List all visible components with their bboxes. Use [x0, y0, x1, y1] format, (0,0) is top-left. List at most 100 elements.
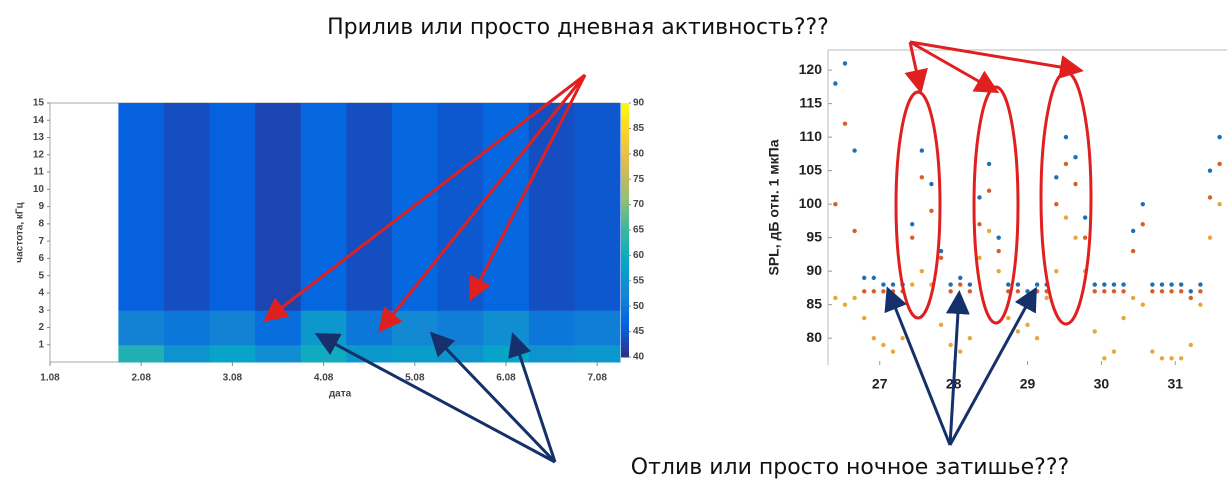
point: [1016, 282, 1020, 286]
point: [1045, 296, 1049, 300]
point: [833, 296, 837, 300]
heat-cell: [574, 103, 620, 311]
point: [891, 349, 895, 353]
point: [1141, 202, 1145, 206]
point: [977, 256, 981, 260]
colorbar-label: 60: [633, 250, 645, 261]
point: [996, 235, 1000, 239]
point: [910, 235, 914, 239]
colorbar-step: [621, 271, 629, 277]
colorbar-step: [621, 200, 629, 206]
point: [852, 296, 856, 300]
point: [1160, 356, 1164, 360]
point: [1208, 235, 1212, 239]
heat-cell: [210, 103, 256, 311]
heat-cell: [438, 310, 484, 345]
colorbar-step: [621, 123, 629, 129]
point: [958, 282, 962, 286]
point: [1169, 282, 1173, 286]
arrow: [950, 292, 1034, 445]
point: [1160, 289, 1164, 293]
point: [1006, 316, 1010, 320]
point: [948, 343, 952, 347]
colorbar-step: [621, 133, 629, 139]
x-axis-label: дата: [329, 389, 352, 400]
point: [1141, 302, 1145, 306]
colorbar-label: 70: [633, 199, 645, 210]
heat-cell: [574, 310, 620, 345]
colorbar-step: [621, 281, 629, 287]
colorbar-step: [621, 240, 629, 246]
point: [1131, 249, 1135, 253]
point: [910, 222, 914, 226]
point: [1035, 282, 1039, 286]
y-tick-label: 110: [799, 128, 822, 144]
heat-cell: [255, 310, 301, 345]
colorbar-step: [621, 215, 629, 221]
colorbar-step: [621, 260, 629, 266]
point: [1217, 135, 1221, 139]
point: [862, 316, 866, 320]
point: [977, 222, 981, 226]
colorbar-step: [621, 250, 629, 256]
ellipse: [896, 92, 940, 318]
y-tick-label: 7: [38, 236, 44, 247]
point: [948, 289, 952, 293]
y-tick-label: 95: [806, 228, 822, 244]
colorbar-step: [621, 189, 629, 195]
colorbar-step: [621, 321, 629, 327]
heat-cell: [574, 345, 620, 363]
colorbar-step: [621, 225, 629, 231]
heat-cell: [392, 310, 438, 345]
colorbar-step: [621, 144, 629, 150]
point: [1093, 282, 1097, 286]
colorbar-step: [621, 255, 629, 261]
colorbar-label: 45: [633, 326, 645, 337]
arrow: [910, 42, 920, 88]
point: [881, 289, 885, 293]
point: [1198, 282, 1202, 286]
colorbar-step: [621, 103, 629, 109]
x-tick-label: 2.08: [131, 373, 151, 384]
heat-cell: [118, 103, 164, 311]
point: [958, 349, 962, 353]
x-tick-label: 4.08: [314, 373, 334, 384]
colorbar-step: [621, 347, 629, 353]
point: [929, 209, 933, 213]
point: [1198, 302, 1202, 306]
heat-cell: [301, 103, 347, 311]
point: [1064, 162, 1068, 166]
point: [920, 175, 924, 179]
point: [1169, 289, 1173, 293]
point: [862, 289, 866, 293]
colorbar-step: [621, 174, 629, 180]
colorbar-label: 80: [633, 148, 645, 159]
point: [1083, 235, 1087, 239]
colorbar-step: [621, 128, 629, 134]
point: [833, 81, 837, 85]
colorbar-label: 75: [633, 174, 645, 185]
point: [1112, 349, 1116, 353]
colorbar-step: [621, 139, 629, 145]
point: [929, 182, 933, 186]
slide: 1.082.083.084.085.086.087.08123456789101…: [0, 0, 1227, 489]
y-tick-label: 2: [38, 322, 44, 333]
colorbar-step: [621, 276, 629, 282]
colorbar-step: [621, 169, 629, 175]
point: [891, 289, 895, 293]
point: [910, 282, 914, 286]
colorbar-step: [621, 205, 629, 211]
y-tick-label: 85: [806, 295, 822, 311]
point: [1016, 289, 1020, 293]
point: [881, 343, 885, 347]
point: [1035, 289, 1039, 293]
point: [1006, 282, 1010, 286]
point: [852, 148, 856, 152]
y-tick-label: 13: [33, 132, 45, 143]
point: [1112, 289, 1116, 293]
x-tick-label: 31: [1167, 376, 1183, 392]
colorbar-label: 90: [633, 98, 645, 109]
colorbar-step: [621, 311, 629, 317]
colorbar-step: [621, 108, 629, 114]
y-axis-label: частота, кГц: [15, 201, 26, 262]
